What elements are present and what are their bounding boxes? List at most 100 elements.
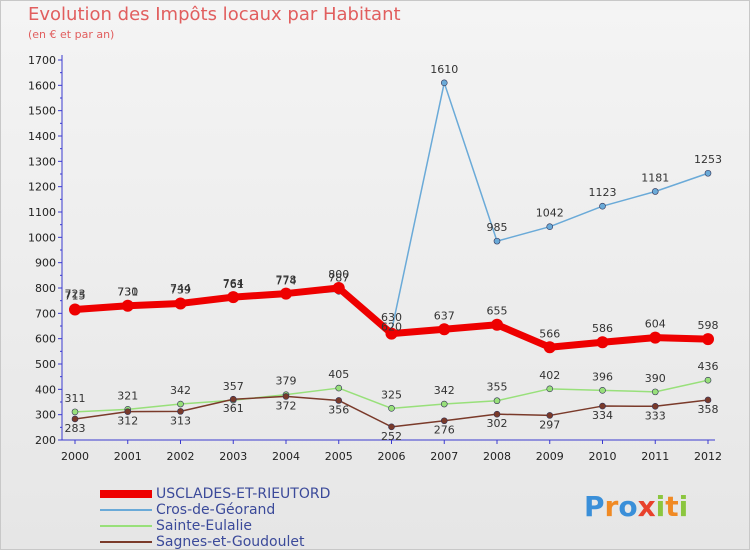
data-label: 311 (65, 392, 86, 405)
data-label: 744 (170, 282, 191, 295)
y-tick-label: 1000 (28, 231, 56, 244)
data-point (335, 397, 343, 404)
data-label: 396 (592, 370, 613, 383)
x-tick-label: 2005 (325, 450, 353, 463)
logo-letter: x (637, 490, 656, 523)
data-point (493, 410, 501, 418)
data-label: 787 (328, 271, 349, 284)
data-label: 1123 (589, 186, 617, 199)
data-label: 325 (381, 388, 402, 401)
x-tick-label: 2009 (536, 450, 564, 463)
logo-letter: i (655, 490, 666, 523)
data-point (124, 408, 132, 415)
legend-label: USCLADES-ET-RIEUTORD (156, 486, 331, 502)
x-tick-label: 2008 (483, 450, 511, 463)
y-tick-label: 500 (35, 358, 56, 371)
data-label: 405 (328, 368, 349, 381)
data-label: 321 (117, 389, 138, 402)
data-point (546, 412, 554, 419)
data-point (651, 403, 659, 410)
data-label: 1042 (536, 207, 564, 220)
data-point (440, 417, 448, 425)
data-label: 620 (381, 321, 402, 334)
chart-title: Evolution des Impôts locaux par Habitant (28, 4, 401, 25)
data-point (546, 223, 554, 230)
data-label: 252 (381, 430, 402, 443)
data-label: 342 (434, 384, 455, 397)
logo-letter: i (678, 490, 689, 523)
data-label: 985 (487, 221, 508, 234)
data-point (599, 402, 606, 410)
data-label: 333 (645, 409, 666, 422)
data-label: 1253 (694, 153, 722, 166)
data-label: 372 (276, 399, 297, 412)
logo-letter: t (665, 490, 679, 523)
data-label: 1181 (641, 171, 669, 184)
data-label: 800 (328, 268, 349, 281)
data-label: 390 (645, 372, 666, 385)
x-tick-label: 2010 (589, 450, 617, 463)
data-label: 312 (117, 415, 138, 428)
data-label: 358 (698, 403, 719, 416)
data-point (177, 400, 184, 408)
y-tick-label: 1300 (28, 155, 56, 168)
data-label: 342 (170, 384, 191, 397)
legend-swatch (100, 509, 152, 511)
data-point (704, 396, 712, 404)
x-tick-label: 2000 (61, 450, 89, 463)
data-point (543, 341, 556, 354)
data-point (599, 202, 606, 210)
data-point (704, 169, 712, 177)
data-label: 361 (223, 402, 244, 415)
x-tick-label: 2007 (430, 450, 458, 463)
data-point (335, 384, 343, 392)
x-tick-label: 2012 (694, 450, 722, 463)
data-point (385, 327, 398, 340)
data-point (596, 336, 609, 349)
data-label: 355 (487, 381, 508, 394)
data-point (651, 388, 659, 396)
data-label: 356 (328, 403, 349, 416)
data-point (388, 405, 395, 412)
data-label: 730 (117, 286, 138, 299)
data-point (69, 303, 81, 316)
y-tick-label: 1500 (28, 105, 56, 118)
data-point (491, 318, 503, 331)
data-point (493, 237, 501, 245)
data-label: 739 (170, 283, 191, 296)
y-tick-label: 1100 (28, 206, 56, 219)
data-label: 379 (276, 375, 297, 388)
data-label: 731 (117, 285, 138, 298)
y-tick-label: 1400 (28, 130, 56, 143)
data-label: 402 (539, 369, 560, 382)
data-point (121, 299, 134, 312)
y-tick-label: 1600 (28, 79, 56, 92)
data-point (440, 400, 448, 408)
legend-label: Sainte-Eulalie (156, 518, 252, 534)
data-label: 302 (487, 417, 508, 430)
y-tick-label: 400 (35, 383, 56, 396)
data-label: 297 (539, 418, 560, 431)
data-point (440, 79, 448, 87)
y-tick-label: 200 (35, 434, 56, 447)
legend-label: Sagnes-et-Goudoulet (156, 534, 305, 550)
data-label: 276 (434, 424, 455, 437)
data-label: 761 (223, 278, 244, 291)
legend-swatch (100, 541, 152, 543)
y-tick-label: 700 (35, 307, 56, 320)
data-label: 774 (276, 275, 297, 288)
proxiti-logo: Proxiti (584, 490, 688, 523)
legend-label: Cros-de-Géorand (156, 502, 276, 518)
data-point (280, 287, 292, 300)
data-label: 637 (434, 309, 455, 322)
data-point (229, 395, 237, 403)
logo-letter: P (584, 490, 605, 523)
data-label: 357 (223, 380, 244, 393)
data-label: 283 (65, 422, 86, 435)
data-point (227, 291, 240, 304)
y-tick-label: 600 (35, 333, 56, 346)
data-label: 586 (592, 322, 613, 335)
data-label: 655 (487, 305, 508, 318)
data-point (649, 331, 662, 344)
